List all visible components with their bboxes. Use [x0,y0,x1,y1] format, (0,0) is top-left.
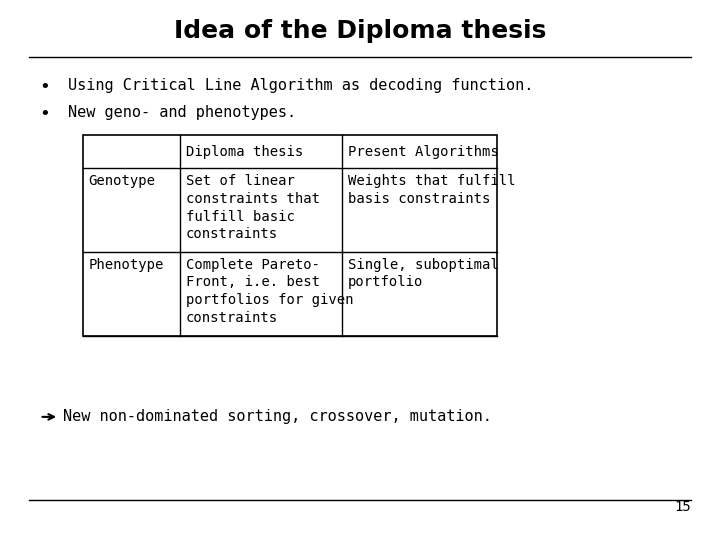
Text: Present Algorithms: Present Algorithms [348,145,498,159]
Text: Set of linear
constraints that
fulfill basic
constraints: Set of linear constraints that fulfill b… [186,174,320,241]
Text: •: • [40,78,50,96]
Text: Complete Pareto-
Front, i.e. best
portfolios for given
constraints: Complete Pareto- Front, i.e. best portfo… [186,258,354,325]
Text: New geno- and phenotypes.: New geno- and phenotypes. [68,105,297,120]
Text: Phenotype: Phenotype [89,258,164,272]
Text: Single, suboptimal
portfolio: Single, suboptimal portfolio [348,258,498,289]
Bar [83,135,497,336]
Text: Diploma thesis: Diploma thesis [186,145,303,159]
Text: Genotype: Genotype [89,174,156,188]
Text: Weights that fulfill
basis constraints: Weights that fulfill basis constraints [348,174,516,206]
Text: New non-dominated sorting, crossover, mutation.: New non-dominated sorting, crossover, mu… [63,409,492,424]
Text: •: • [40,105,50,123]
Text: 15: 15 [675,500,691,514]
Text: Idea of the Diploma thesis: Idea of the Diploma thesis [174,19,546,43]
Text: Using Critical Line Algorithm as decoding function.: Using Critical Line Algorithm as decodin… [68,78,534,93]
